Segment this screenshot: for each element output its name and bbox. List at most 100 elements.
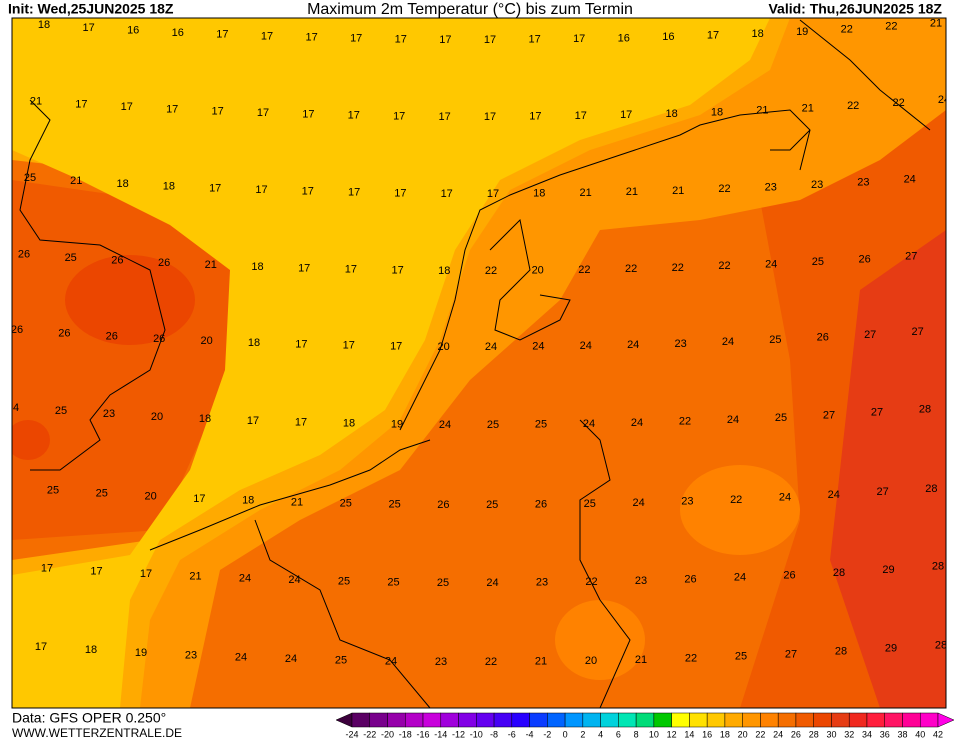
- temperature-label: 24: [580, 340, 592, 352]
- temperature-label: 17: [350, 33, 362, 45]
- temperature-label: 18: [251, 261, 263, 273]
- colorbar-tick-label: 14: [684, 729, 694, 739]
- temperature-label: 19: [391, 418, 403, 430]
- temperature-label: 17: [211, 106, 223, 118]
- field-england: [12, 180, 240, 540]
- temperature-label: 17: [343, 340, 355, 352]
- temperature-label: 27: [871, 407, 883, 419]
- colorbar-arrow: [937, 712, 955, 728]
- colorbar-tick-label: 36: [880, 729, 890, 739]
- temperature-label: 25: [388, 498, 400, 510]
- temperature-label: 21: [205, 259, 217, 271]
- colorbar-swatch: [564, 712, 584, 728]
- temperature-label: 17: [75, 98, 87, 110]
- temperature-label: 17: [247, 415, 259, 427]
- colorbar-tick-label: 18: [720, 729, 730, 739]
- colorbar-swatch: [689, 712, 708, 728]
- temperature-label: 17: [348, 187, 360, 199]
- colorbar-swatch: [493, 712, 513, 728]
- temperature-label: 21: [756, 105, 768, 117]
- colorbar-swatch: [777, 712, 797, 728]
- colorbar-tick-label: 20: [738, 729, 748, 739]
- temperature-label: 25: [584, 498, 596, 510]
- temperature-label: 21: [291, 496, 303, 508]
- colorbar-swatch: [742, 712, 761, 728]
- colorbar-tick-label: -24: [345, 729, 358, 739]
- colorbar-tick-label: 6: [616, 729, 621, 739]
- temperature-label: 21: [802, 103, 814, 115]
- colorbar-swatch: [547, 712, 566, 728]
- map-title: Maximum 2m Temperatur (°C) bis zum Termi…: [307, 1, 633, 18]
- temperature-label: 23: [103, 408, 115, 420]
- colorbar-swatch: [919, 712, 939, 728]
- temperature-label: 17: [707, 30, 719, 42]
- temperature-label: 24: [7, 402, 19, 414]
- temperature-label: 22: [730, 494, 742, 506]
- temperature-label: 24: [239, 573, 251, 585]
- temperature-label: 18: [248, 337, 260, 349]
- colorbar-tick-label: -10: [470, 729, 483, 739]
- temperature-label: 23: [536, 577, 548, 589]
- temperature-label: 25: [487, 419, 499, 431]
- temperature-label: 25: [338, 575, 350, 587]
- colorbar-swatch: [476, 712, 495, 728]
- temperature-label: 26: [817, 332, 829, 344]
- temperature-label: 24: [285, 653, 297, 665]
- temperature-label: 20: [532, 265, 544, 277]
- temperature-label: 24: [722, 336, 734, 348]
- temperature-label: 17: [216, 29, 228, 41]
- temperature-label: 18: [116, 178, 128, 190]
- init-time: Init: Wed,25JUN2025 18Z: [8, 1, 174, 17]
- temperature-label: 27: [864, 329, 876, 341]
- temperature-label: 17: [35, 641, 47, 653]
- colorbar-swatch: [760, 712, 779, 728]
- temperature-label: 18: [711, 107, 723, 119]
- site-name: WWW.WETTERZENTRALE.DE: [12, 726, 182, 740]
- temperature-label: 17: [82, 22, 94, 34]
- temperature-label: 23: [681, 496, 693, 508]
- colorbar-swatch: [653, 712, 672, 728]
- coastline: [149, 439, 431, 551]
- temperature-label: 21: [535, 656, 547, 668]
- temperature-label: 25: [47, 485, 59, 497]
- temperature-label: 25: [55, 405, 67, 417]
- temperature-label: 26: [858, 253, 870, 265]
- colorbar-tick-label: 12: [667, 729, 677, 739]
- field-hot: [830, 230, 946, 708]
- temperature-label: 25: [24, 172, 36, 184]
- temperature-label: 25: [387, 576, 399, 588]
- temperature-label: 23: [185, 649, 197, 661]
- temperature-label: 28: [833, 567, 845, 579]
- temperature-label: 17: [255, 184, 267, 196]
- temperature-label: 22: [718, 183, 730, 195]
- temperature-label: 22: [485, 656, 497, 668]
- temperature-label: 27: [911, 326, 923, 338]
- temperature-label: 22: [672, 262, 684, 274]
- temperature-label: 25: [340, 497, 352, 509]
- temperature-label: 17: [529, 111, 541, 123]
- colorbar-tick-label: -18: [399, 729, 412, 739]
- temperature-label: 23: [857, 176, 869, 188]
- temperature-label: 22: [685, 652, 697, 664]
- temperature-label: 16: [172, 27, 184, 39]
- temperature-label: 17: [295, 338, 307, 350]
- temperature-label: 25: [486, 499, 498, 511]
- temperature-label: 22: [847, 100, 859, 112]
- colorbar-swatch: [422, 712, 442, 728]
- temperature-label: 17: [439, 34, 451, 46]
- temperature-label: 18: [665, 108, 677, 120]
- temperature-label: 26: [106, 330, 118, 342]
- temperature-label: 17: [441, 188, 453, 200]
- temperature-label: 17: [393, 110, 405, 122]
- colorbar-tick-label: -4: [526, 729, 534, 739]
- colorbar-swatch: [795, 712, 814, 728]
- temperature-label: 20: [200, 335, 212, 347]
- temperature-label: 21: [579, 187, 591, 199]
- temperature-label: 20: [151, 411, 163, 423]
- temperature-label: 22: [679, 416, 691, 428]
- field-mild: [555, 600, 645, 680]
- colorbar-tick-label: 10: [649, 729, 659, 739]
- temperature-label: 24: [235, 651, 247, 663]
- temperature-label: 24: [631, 417, 643, 429]
